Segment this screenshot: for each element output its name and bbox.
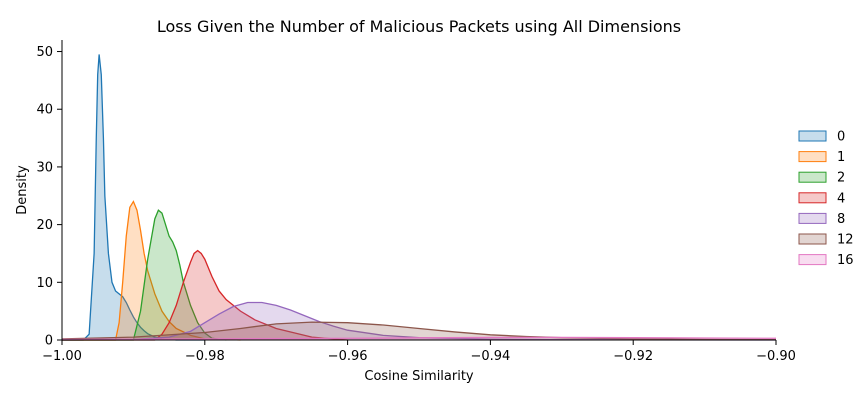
density-line-16 — [61, 336, 777, 341]
legend-swatch-12 — [798, 233, 827, 245]
x-tick-label: −1.00 — [42, 349, 82, 364]
legend-label-4: 4 — [837, 191, 845, 206]
x-axis-label: Cosine Similarity — [364, 369, 474, 384]
density-line-12 — [61, 321, 777, 341]
x-tick-label: −0.98 — [185, 349, 225, 364]
y-tick-label: 50 — [36, 45, 53, 60]
legend-swatch-1 — [798, 151, 827, 163]
y-axis-label: Density — [15, 165, 30, 215]
x-tick-label: −0.94 — [470, 349, 510, 364]
density-area-1 — [62, 201, 241, 340]
y-tick-label: 10 — [36, 276, 53, 291]
chart-title: Loss Given the Number of Malicious Packe… — [157, 17, 681, 36]
density-area-4 — [62, 250, 348, 340]
x-tick-label: −0.92 — [613, 349, 653, 364]
density-line-2 — [62, 209, 227, 341]
y-tick-label: 40 — [36, 103, 53, 118]
legend-label-2: 2 — [837, 171, 845, 186]
legend-label-12: 12 — [837, 233, 854, 248]
legend-label-16: 16 — [837, 253, 854, 268]
density-area-12 — [62, 322, 776, 340]
legend-swatch-4 — [798, 192, 827, 204]
density-line-0 — [62, 54, 205, 341]
x-tick-label: −0.96 — [328, 349, 368, 364]
density-area-2 — [62, 210, 227, 340]
y-axis-ticks: 0 10 20 30 40 50 — [36, 45, 62, 349]
y-tick-label: 30 — [36, 160, 53, 175]
density-line-1 — [62, 200, 241, 341]
legend-label-1: 1 — [837, 150, 845, 165]
legend-label-0: 0 — [837, 130, 845, 145]
legend-swatch-16 — [798, 254, 827, 266]
legend-swatch-8 — [798, 212, 827, 224]
density-area-8 — [62, 302, 776, 340]
density-line-4 — [62, 249, 348, 341]
x-tick-label: −0.90 — [756, 349, 796, 364]
legend-label-8: 8 — [837, 212, 845, 227]
plot-area — [61, 54, 777, 341]
legend-swatch-2 — [798, 171, 827, 183]
y-tick-label: 20 — [36, 218, 53, 233]
density-area-0 — [62, 54, 205, 341]
y-tick-label: 0 — [45, 334, 53, 349]
legend-swatch-0 — [798, 130, 827, 142]
x-axis-ticks: −1.00 −0.98 −0.96 −0.94 −0.92 −0.90 — [42, 340, 796, 364]
